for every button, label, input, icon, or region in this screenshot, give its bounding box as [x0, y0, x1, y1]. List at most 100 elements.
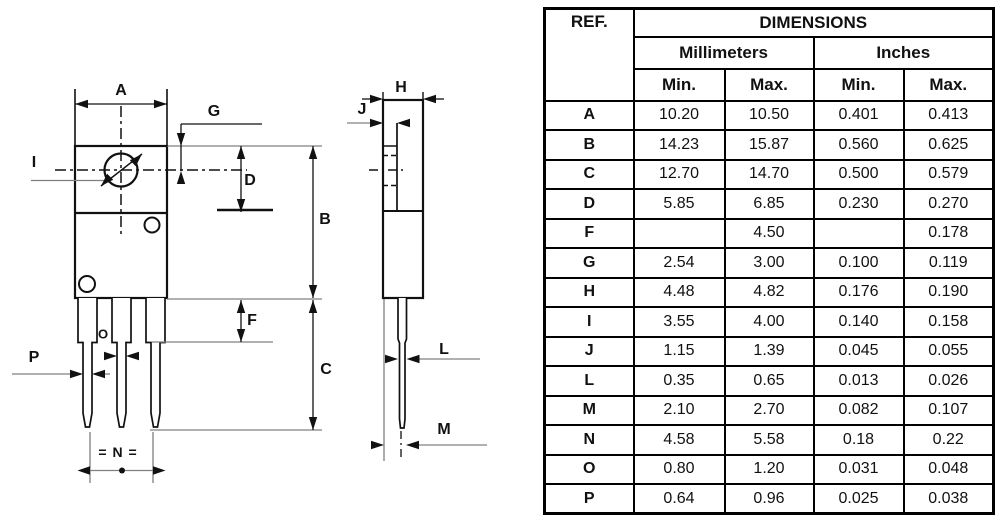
cell-ref: I — [543, 306, 635, 338]
cell-mm_min: 10.20 — [632, 99, 726, 131]
table-row: H 4.48 4.82 0.176 0.190 — [543, 276, 995, 308]
cell-mm_min: 1.15 — [632, 335, 726, 367]
package-drawing — [12, 89, 487, 483]
dim-label-g: G — [207, 103, 221, 120]
header-row-1: REF. DIMENSIONS — [543, 7, 995, 102]
cell-mm_max: 3.00 — [723, 247, 815, 279]
cell-ref: D — [543, 188, 635, 220]
table-row: C 12.70 14.70 0.500 0.579 — [543, 158, 995, 190]
table-row: P 0.64 0.96 0.025 0.038 — [543, 483, 995, 515]
cell-mm_max: 1.39 — [723, 335, 815, 367]
cell-ref: B — [543, 129, 635, 161]
table-row: M 2.10 2.70 0.082 0.107 — [543, 394, 995, 426]
cell-in_min: 0.031 — [812, 453, 905, 485]
cell-mm_min: 2.54 — [632, 247, 726, 279]
dim-label-b: B — [319, 211, 331, 228]
cell-ref: F — [543, 217, 635, 249]
table-row: J 1.15 1.39 0.045 0.055 — [543, 335, 995, 367]
cell-in_max: 0.270 — [902, 188, 995, 220]
mm-min-header: Min. — [632, 67, 726, 102]
cell-ref: L — [543, 365, 635, 397]
mold-mark-lower — [78, 275, 96, 293]
front-view — [55, 106, 247, 428]
lead-1 — [77, 298, 98, 428]
dimensions-header-cell: DIMENSIONS — [632, 7, 995, 38]
cell-in_max: 0.158 — [902, 306, 995, 338]
cell-in_min: 0.560 — [812, 129, 905, 161]
cell-ref: G — [543, 247, 635, 279]
table-row: I 3.55 4.00 0.140 0.158 — [543, 306, 995, 338]
cell-ref: P — [543, 483, 635, 515]
dim-label-f: F — [247, 312, 257, 329]
cell-mm_min: 12.70 — [632, 158, 726, 190]
table-row: A 10.20 10.50 0.401 0.413 — [543, 99, 995, 131]
cell-ref: A — [543, 99, 635, 131]
cell-ref: C — [543, 158, 635, 190]
dim-label-o: O — [97, 326, 109, 342]
in-max-header: Max. — [902, 67, 995, 102]
header-row-3: Min. Max. Min. Max. — [545, 67, 995, 102]
table-row: F 4.50 0.178 — [543, 217, 995, 249]
dim-label-i: I — [31, 154, 37, 171]
cell-in_min — [812, 217, 905, 249]
header-row-2: Millimeters Inches — [545, 35, 995, 70]
mm-max-header: Max. — [723, 67, 815, 102]
cell-in_min: 0.18 — [812, 424, 905, 456]
cell-in_min: 0.230 — [812, 188, 905, 220]
cell-in_max: 0.178 — [902, 217, 995, 249]
side-view — [369, 98, 425, 459]
cell-in_max: 0.413 — [902, 99, 995, 131]
dimension-arrows — [70, 94, 436, 475]
cell-in_min: 0.140 — [812, 306, 905, 338]
cell-ref: N — [543, 424, 635, 456]
lead-2 — [111, 298, 132, 428]
dim-label-j: J — [357, 101, 367, 118]
dimensions-table: REF. DIMENSIONS Millimeters Inches Min. … — [543, 7, 995, 515]
cell-mm_max: 4.82 — [723, 276, 815, 308]
cell-in_max: 0.048 — [902, 453, 995, 485]
cell-in_min: 0.401 — [812, 99, 905, 131]
cell-mm_max: 5.58 — [723, 424, 815, 456]
cell-mm_min: 0.64 — [632, 483, 726, 515]
dim-label-n: = N = — [98, 444, 138, 460]
cell-ref: J — [543, 335, 635, 367]
cell-mm_max: 15.87 — [723, 129, 815, 161]
in-min-header: Min. — [812, 67, 905, 102]
side-lead — [397, 298, 408, 429]
table-row: L 0.35 0.65 0.013 0.026 — [543, 365, 995, 397]
dim-label-h: H — [395, 79, 407, 96]
dimension-lines — [74, 89, 444, 430]
cell-in_min: 0.025 — [812, 483, 905, 515]
cell-in_min: 0.045 — [812, 335, 905, 367]
cell-in_min: 0.082 — [812, 394, 905, 426]
cell-mm_max: 1.20 — [723, 453, 815, 485]
cell-mm_min: 0.35 — [632, 365, 726, 397]
cell-ref: H — [543, 276, 635, 308]
dimensions-table-header: REF. DIMENSIONS Millimeters Inches Min. … — [543, 7, 995, 102]
cell-in_max: 0.038 — [902, 483, 995, 515]
cell-in_min: 0.500 — [812, 158, 905, 190]
mold-mark-upper — [143, 216, 161, 234]
dim-label-m: M — [437, 421, 451, 438]
cell-in_min: 0.176 — [812, 276, 905, 308]
cell-in_max: 0.625 — [902, 129, 995, 161]
n-center-dot — [119, 467, 125, 474]
cell-mm_max: 6.85 — [723, 188, 815, 220]
dim-label-d: D — [244, 172, 256, 189]
cell-mm_max: 4.50 — [723, 217, 815, 249]
cell-mm_max: 4.00 — [723, 306, 815, 338]
cell-in_max: 0.119 — [902, 247, 995, 279]
ref-header-cell: REF. — [543, 7, 635, 102]
cell-ref: M — [543, 394, 635, 426]
cell-mm_min: 14.23 — [632, 129, 726, 161]
cell-in_max: 0.107 — [902, 394, 995, 426]
cell-in_max: 0.026 — [902, 365, 995, 397]
lead-3 — [145, 298, 166, 428]
table-row: N 4.58 5.58 0.18 0.22 — [543, 424, 995, 456]
cell-mm_min: 0.80 — [632, 453, 726, 485]
cell-mm_min — [632, 217, 726, 249]
cell-mm_max: 10.50 — [723, 99, 815, 131]
cell-mm_min: 3.55 — [632, 306, 726, 338]
cell-mm_min: 4.48 — [632, 276, 726, 308]
